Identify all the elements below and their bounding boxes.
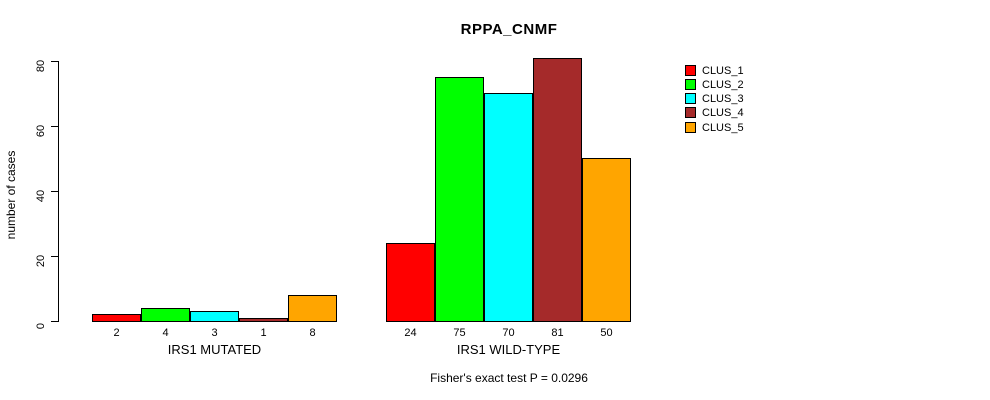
- y-axis-tick-label-text: 80: [35, 59, 47, 72]
- fisher-test-caption: Fisher's exact test P = 0.0296: [430, 371, 588, 385]
- y-axis-tick-label-text: 60: [35, 124, 47, 137]
- bar-value-label: 81: [551, 327, 564, 339]
- bar-clus-1-irs1-mutated: [92, 314, 141, 322]
- legend-swatch-clus-5: [685, 121, 696, 133]
- legend-swatch-clus-1: [685, 64, 696, 76]
- bar-value-label: 8: [309, 327, 316, 339]
- y-axis-line: [58, 61, 59, 322]
- bar-value-label: 75: [453, 327, 466, 339]
- y-axis-tick: [51, 126, 58, 127]
- bar-clus-3-irs1-mutated: [190, 311, 239, 322]
- y-axis-tick-label-text: 20: [35, 254, 47, 267]
- bar-value-label: 2: [113, 327, 120, 339]
- bar-clus-1-irs1-wild-type: [386, 243, 435, 322]
- y-axis-tick: [51, 321, 58, 322]
- legend-swatch-clus-4: [685, 107, 696, 119]
- chart-title: RPPA_CNMF: [460, 21, 558, 38]
- legend-swatch-clus-3: [685, 93, 696, 105]
- bar-value-label: 70: [502, 327, 515, 339]
- bar-clus-4-irs1-mutated: [239, 318, 288, 322]
- bar-clus-5-irs1-wild-type: [582, 158, 631, 322]
- bar-clus-3-irs1-wild-type: [484, 93, 533, 322]
- y-axis-tick: [51, 61, 58, 62]
- legend-label: CLUS_5: [702, 121, 744, 134]
- legend-label: CLUS_2: [702, 78, 744, 91]
- x-axis-category-label-irs1-mutated: IRS1 MUTATED: [167, 342, 262, 357]
- y-axis-tick: [51, 256, 58, 257]
- bar-clus-2-irs1-wild-type: [435, 77, 484, 322]
- bar-clus-2-irs1-mutated: [141, 308, 190, 322]
- y-axis-tick-label-text: 0: [35, 322, 47, 329]
- bar-value-label: 4: [162, 327, 169, 339]
- y-axis-tick-label-text: 40: [35, 189, 47, 202]
- bar-value-label: 1: [260, 327, 267, 339]
- y-axis-tick: [51, 191, 58, 192]
- legend-label: CLUS_3: [702, 93, 744, 106]
- bar-value-label: 24: [404, 327, 417, 339]
- bar-clus-4-irs1-wild-type: [533, 58, 582, 322]
- bar-value-label: 50: [600, 327, 613, 339]
- y-axis-label-text: number of cases: [4, 150, 18, 240]
- bar-value-label: 3: [211, 327, 218, 339]
- bar-clus-5-irs1-mutated: [288, 295, 337, 322]
- legend-label: CLUS_4: [702, 107, 744, 120]
- legend-label: CLUS_1: [702, 64, 744, 77]
- legend-swatch-clus-2: [685, 78, 696, 90]
- x-axis-category-label-irs1-wild-type: IRS1 WILD-TYPE: [456, 342, 561, 357]
